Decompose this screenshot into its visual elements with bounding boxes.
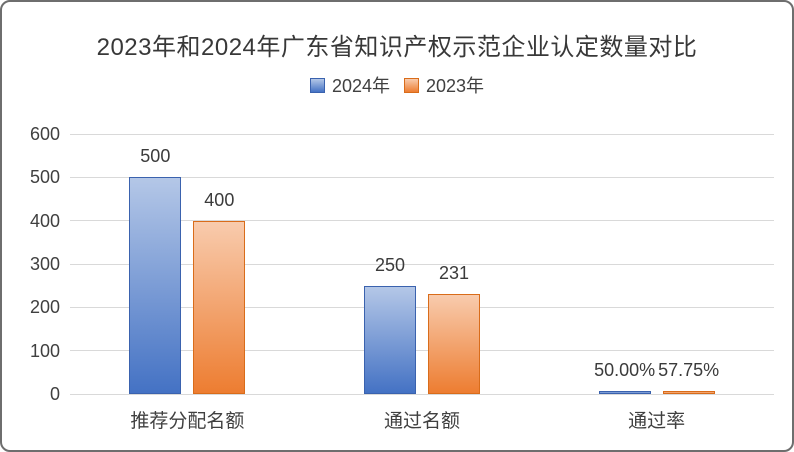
bar-2023年-通过名额 xyxy=(428,293,480,394)
legend-label: 2024年 xyxy=(331,76,390,96)
value-label-2023年-推荐分配名额: 400 xyxy=(204,189,235,210)
y-tick-label: 400 xyxy=(29,210,60,231)
category-label: 通过率 xyxy=(628,411,686,432)
gridline xyxy=(70,350,774,352)
gridline xyxy=(70,133,774,135)
y-tick-label: 200 xyxy=(29,297,60,318)
bar-2024年-推荐分配名额 xyxy=(129,177,182,394)
chart-title: 2023年和2024年广东省知识产权示范企业认定数量对比 xyxy=(96,34,698,61)
y-tick-label: 300 xyxy=(29,254,60,274)
y-tick-label: 0 xyxy=(49,384,60,404)
legend-item-0: 2024年 xyxy=(309,72,390,98)
bar-2023年-通过率 xyxy=(662,391,715,394)
y-tick-label: 500 xyxy=(29,167,60,188)
value-label-2024年-通过率: 50.00% xyxy=(594,360,656,380)
value-label-2023年-通过名额: 231 xyxy=(438,262,470,283)
y-tick-label: 600 xyxy=(29,124,60,144)
gridline xyxy=(70,306,774,308)
category-label: 推荐分配名额 xyxy=(130,411,245,432)
bar-2024年-通过名额 xyxy=(364,285,416,394)
legend-swatch xyxy=(404,77,419,93)
y-tick-label: 100 xyxy=(29,340,60,361)
category-label: 通过名额 xyxy=(383,411,460,432)
bar-2023年-推荐分配名额 xyxy=(193,220,246,394)
gridline xyxy=(70,176,774,178)
legend-item-1: 2023年 xyxy=(404,72,484,98)
chart-legend: 2024年 2023年 xyxy=(2,72,792,98)
value-label-2024年-推荐分配名额: 500 xyxy=(140,146,171,167)
gridline xyxy=(70,393,774,395)
legend-label: 2023年 xyxy=(426,76,485,96)
value-label-2024年-通过名额: 250 xyxy=(374,254,406,275)
legend-swatch xyxy=(309,77,325,93)
gridline xyxy=(70,220,774,222)
gridline xyxy=(70,263,774,265)
bar-2024年-通过率 xyxy=(598,391,651,394)
value-label-2023年-通过率: 57.75% xyxy=(658,360,720,380)
